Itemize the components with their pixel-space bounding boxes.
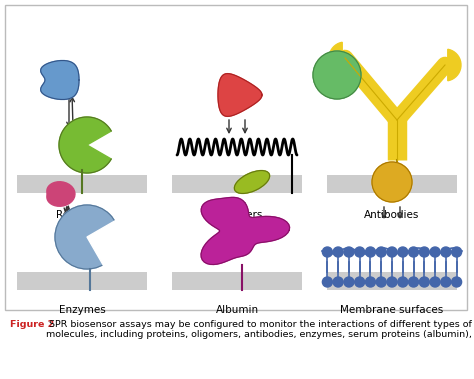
Polygon shape	[87, 220, 121, 266]
Text: Membrane surfaces: Membrane surfaces	[340, 305, 444, 315]
Bar	[17, 175, 147, 193]
Circle shape	[452, 247, 462, 257]
Bar	[327, 175, 457, 193]
Circle shape	[398, 277, 408, 287]
Circle shape	[441, 277, 451, 287]
Circle shape	[398, 247, 408, 257]
Text: Figure 2: Figure 2	[10, 320, 54, 329]
Circle shape	[452, 277, 462, 287]
Circle shape	[344, 277, 354, 287]
Text: Receptors: Receptors	[56, 210, 108, 220]
Text: SPR biosensor assays may be configured to monitor the interactions of different : SPR biosensor assays may be configured t…	[46, 320, 474, 340]
Polygon shape	[47, 182, 75, 206]
Circle shape	[322, 277, 332, 287]
Circle shape	[409, 247, 419, 257]
Circle shape	[355, 247, 365, 257]
Circle shape	[55, 205, 119, 269]
Circle shape	[419, 247, 429, 257]
Ellipse shape	[234, 171, 270, 193]
Polygon shape	[59, 117, 111, 173]
Bar	[172, 272, 302, 290]
Circle shape	[344, 247, 354, 257]
Text: Digomers: Digomers	[212, 210, 262, 220]
Circle shape	[441, 247, 451, 257]
Circle shape	[387, 277, 397, 287]
Polygon shape	[201, 197, 290, 265]
Circle shape	[372, 162, 412, 202]
Polygon shape	[218, 74, 262, 116]
Circle shape	[430, 247, 440, 257]
Polygon shape	[41, 61, 79, 99]
Text: Albumin: Albumin	[216, 305, 258, 315]
Polygon shape	[329, 42, 342, 74]
Circle shape	[376, 277, 386, 287]
Bar	[17, 272, 147, 290]
Circle shape	[430, 277, 440, 287]
Polygon shape	[448, 49, 461, 81]
Circle shape	[355, 277, 365, 287]
FancyBboxPatch shape	[5, 5, 467, 310]
Circle shape	[376, 247, 386, 257]
Circle shape	[313, 51, 361, 99]
Circle shape	[409, 277, 419, 287]
Text: Antibodies: Antibodies	[365, 210, 419, 220]
Bar	[172, 175, 302, 193]
Circle shape	[322, 247, 332, 257]
Circle shape	[333, 277, 343, 287]
Circle shape	[365, 247, 375, 257]
Circle shape	[419, 277, 429, 287]
Text: Enzymes: Enzymes	[59, 305, 105, 315]
Circle shape	[365, 277, 375, 287]
Circle shape	[333, 247, 343, 257]
Bar	[327, 272, 457, 290]
Circle shape	[387, 247, 397, 257]
